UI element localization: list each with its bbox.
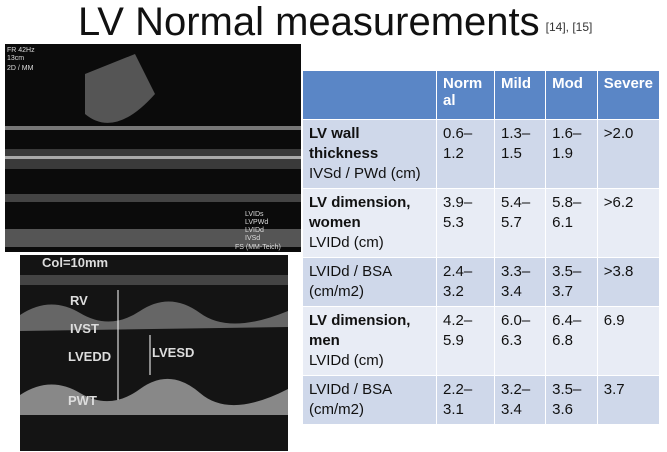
table-cell: 6.9 xyxy=(596,306,661,376)
echo-label: 2D / MM xyxy=(7,65,34,72)
table-cell: 3.9–5.3 xyxy=(436,188,495,258)
row-title: LV dimension, women xyxy=(309,194,411,231)
echo-label: PWT xyxy=(68,393,97,408)
row-subtitle: LVIDd / BSA (cm/m2) xyxy=(309,263,392,300)
table-cell: 4.2–5.9 xyxy=(436,306,495,376)
row-label: LV dimension, women LVIDd (cm) xyxy=(302,188,437,258)
echo-label: FS (MM-Teich) xyxy=(235,244,281,251)
table-row: LV dimension, men LVIDd (cm) 4.2–5.9 6.0–6.… xyxy=(302,306,661,376)
table-cell: 2.4–3.2 xyxy=(436,257,495,307)
table-cell: 3.5–3.6 xyxy=(545,375,598,425)
header-empty xyxy=(302,70,437,120)
table-cell: >2.0 xyxy=(596,119,661,189)
row-label: LVIDd / BSA (cm/m2) xyxy=(302,257,437,307)
table-cell: 3.5–3.7 xyxy=(545,257,598,307)
table-cell: >3.8 xyxy=(596,257,661,307)
row-subtitle: LVIDd / BSA (cm/m2) xyxy=(309,381,392,418)
echo-label: 13cm xyxy=(7,55,24,62)
table-row: LV wall thickness IVSd / PWd (cm) 0.6–1.2 1… xyxy=(302,119,661,189)
column-header: Mod xyxy=(545,70,598,120)
table-cell: 2.2–3.1 xyxy=(436,375,495,425)
table-cell: 1.3–1.5 xyxy=(493,119,547,189)
column-header: Normal xyxy=(436,70,495,120)
row-label: LV wall thickness IVSd / PWd (cm) xyxy=(302,119,437,189)
echo-label: LVPWd xyxy=(245,219,268,226)
title-text: LV Normal measurements xyxy=(78,0,540,44)
table-cell: 5.4–5.7 xyxy=(493,188,547,258)
table-cell: 6.4–6.8 xyxy=(545,306,598,376)
echo-bottom: Col=10mm RV IVST LVEDD LVESD PWT xyxy=(20,255,288,451)
measurement-table: Normal Mild Mod Severe LV wall thickness IVS… xyxy=(302,70,661,425)
column-header: Severe xyxy=(596,70,661,120)
row-subtitle: LVIDd (cm) xyxy=(309,234,384,251)
row-subtitle: LVIDd (cm) xyxy=(309,352,384,369)
table-cell: >6.2 xyxy=(596,188,661,258)
echo-label: RV xyxy=(70,293,88,308)
echo-label: LVIDd xyxy=(245,227,264,234)
echo-label: IVST xyxy=(70,321,99,336)
echo-label: Col=10mm xyxy=(42,255,108,270)
row-subtitle: IVSd / PWd (cm) xyxy=(309,165,421,182)
table-row: LV dimension, women LVIDd (cm) 3.9–5.3 5.4–… xyxy=(302,188,661,258)
table-cell: 3.7 xyxy=(596,375,661,425)
title: LV Normal measurements [14], [15] xyxy=(78,0,592,45)
row-label: LV dimension, men LVIDd (cm) xyxy=(302,306,437,376)
table-row: LVIDd / BSA (cm/m2) 2.4–3.2 3.3–3.4 3.5–3.7… xyxy=(302,257,661,307)
table-cell: 0.6–1.2 xyxy=(436,119,495,189)
row-title: LV dimension, men xyxy=(309,312,411,349)
table-cell: 6.0–6.3 xyxy=(493,306,547,376)
echo-label: LVESD xyxy=(152,345,194,360)
table-cell: 3.2–3.4 xyxy=(493,375,547,425)
row-label: LVIDd / BSA (cm/m2) xyxy=(302,375,437,425)
table-row: LVIDd / BSA (cm/m2) 2.2–3.1 3.2–3.4 3.5–3.6… xyxy=(302,375,661,425)
column-header: Mild xyxy=(493,70,547,120)
echo-label: LVEDD xyxy=(68,349,111,364)
table-cell: 3.3–3.4 xyxy=(493,257,547,307)
table-cell: 1.6–1.9 xyxy=(545,119,598,189)
echo-label: LVIDs xyxy=(245,211,264,218)
references: [14], [15] xyxy=(545,20,593,34)
table-cell: 5.8–6.1 xyxy=(545,188,598,258)
row-title: LV wall thickness xyxy=(309,125,379,162)
echo-label: IVSd xyxy=(245,235,260,242)
echo-label: FR 42Hz xyxy=(7,47,35,54)
